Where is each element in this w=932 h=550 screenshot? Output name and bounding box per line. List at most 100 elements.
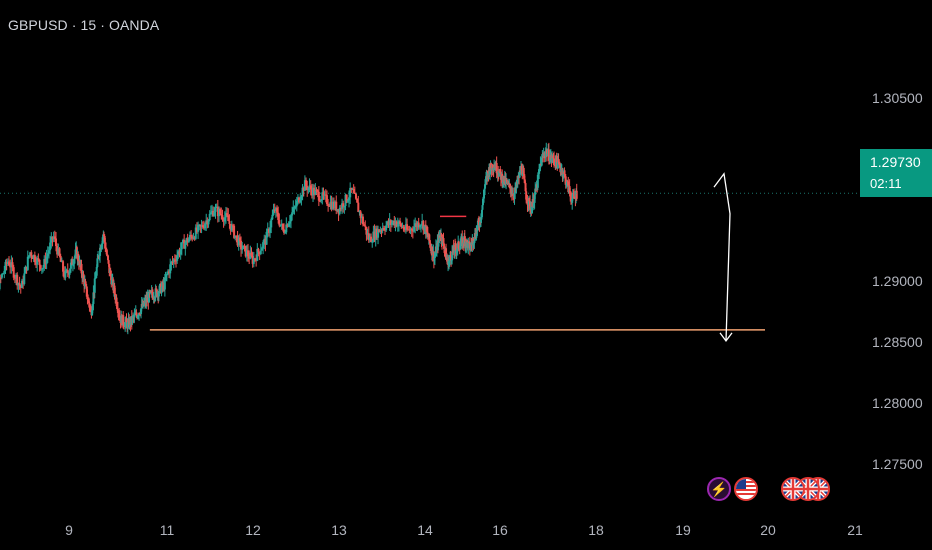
- candle-body: [438, 235, 441, 237]
- candle-body: [73, 255, 76, 259]
- candle-body: [389, 220, 392, 225]
- candle-body: [267, 229, 270, 233]
- candle-body: [217, 209, 220, 217]
- candle-body: [556, 159, 559, 169]
- candle-body: [542, 156, 545, 158]
- candle-body: [453, 245, 456, 254]
- candle-body: [561, 168, 564, 176]
- candle-body: [106, 254, 109, 256]
- candle-body: [84, 282, 87, 284]
- candle-body: [188, 235, 191, 240]
- candle-body: [457, 241, 460, 249]
- candle-body: [18, 283, 21, 286]
- candle-body: [160, 286, 163, 294]
- candle-body: [221, 215, 224, 220]
- candle-body: [0, 274, 3, 278]
- candle-body: [104, 248, 107, 251]
- candle-body: [272, 209, 275, 215]
- time-tick-label: 12: [245, 522, 261, 538]
- candle-body: [474, 237, 477, 239]
- candle-body: [96, 258, 99, 268]
- candle-body: [495, 162, 498, 174]
- candle-body: [499, 168, 502, 174]
- candle-body: [197, 225, 200, 232]
- candle-body: [296, 197, 299, 201]
- candle-body: [201, 225, 204, 228]
- candle-body: [17, 283, 20, 286]
- candle-body: [252, 258, 255, 264]
- candle-body: [91, 310, 94, 316]
- candle-body: [404, 224, 407, 230]
- candle-body: [414, 223, 417, 227]
- candle-body: [459, 245, 462, 250]
- candle-body: [77, 253, 80, 262]
- candle-body: [95, 267, 98, 276]
- candle-body: [202, 227, 205, 229]
- uk-flag-icon[interactable]: [781, 477, 805, 501]
- candle-body: [85, 283, 88, 287]
- candle-body: [464, 238, 467, 247]
- candle-body: [445, 248, 448, 260]
- candle-body: [489, 171, 492, 175]
- candle-body: [342, 203, 345, 208]
- candle-body: [165, 274, 168, 276]
- candle-body: [564, 176, 567, 185]
- candle-body: [93, 292, 96, 294]
- candle-body: [269, 227, 272, 233]
- candle-body: [8, 261, 11, 266]
- candle-body: [484, 184, 487, 189]
- candle-body: [563, 172, 566, 175]
- candle-body: [522, 171, 525, 175]
- candle-body: [116, 306, 119, 310]
- candle-body: [29, 252, 32, 256]
- candle-body: [219, 209, 222, 214]
- us-flag-icon[interactable]: [734, 477, 758, 501]
- candle-body: [428, 234, 431, 242]
- candle-body: [305, 180, 308, 187]
- candle-body: [277, 212, 280, 221]
- lightning-icon[interactable]: ⚡: [707, 477, 731, 501]
- candle-body: [360, 216, 363, 219]
- candle-body: [390, 222, 393, 225]
- candle-body: [137, 315, 140, 317]
- candle-body: [525, 199, 528, 202]
- candle-body: [22, 280, 25, 284]
- candle-body: [475, 229, 478, 238]
- candle-body: [165, 274, 168, 279]
- candle-body: [49, 242, 52, 251]
- candle-body: [432, 251, 435, 262]
- candle-body: [256, 248, 259, 261]
- candle-body: [429, 243, 432, 248]
- candle-body: [310, 189, 313, 196]
- time-tick-label: 21: [847, 522, 863, 538]
- candle-body: [446, 258, 449, 262]
- candle-body: [240, 240, 243, 250]
- candle-body: [526, 201, 529, 205]
- candle-body: [104, 242, 107, 249]
- candle-body: [477, 221, 480, 226]
- candle-body: [255, 258, 258, 261]
- candle-body: [534, 188, 537, 195]
- candle-body: [468, 242, 471, 251]
- candle-body: [40, 268, 43, 270]
- candle-body: [176, 255, 179, 261]
- candle-body: [483, 195, 486, 197]
- candle-body: [301, 187, 304, 197]
- candle-body: [180, 242, 183, 250]
- candle-body: [253, 258, 256, 260]
- candle-body: [386, 221, 389, 226]
- symbol-title[interactable]: GBPUSD · 15 · OANDA: [8, 17, 160, 33]
- candle-body: [110, 279, 113, 285]
- candle-body: [314, 189, 317, 195]
- candle-body: [10, 262, 13, 268]
- candle-body: [492, 169, 495, 171]
- candle-body: [558, 162, 561, 164]
- candle-body: [545, 149, 548, 156]
- candle-body: [575, 190, 578, 199]
- candle-body: [234, 235, 237, 238]
- candle-body: [377, 229, 380, 238]
- time-tick-label: 14: [417, 522, 433, 538]
- candle-body: [451, 251, 454, 261]
- candle-body: [291, 212, 294, 216]
